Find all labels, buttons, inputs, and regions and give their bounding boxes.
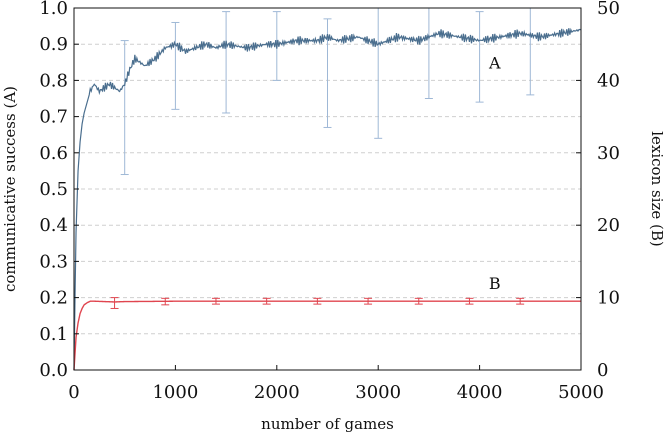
left-y-tick-label: 0.9 (39, 34, 68, 55)
error-bar-a (526, 7, 535, 96)
series-label: A (488, 53, 501, 72)
axis-ticks: 0.0 0.1 0.2 0.3 0.4 0.5 0.6 0.7 0.8 0.9 1.0 0 10 20 30… (39, 0, 620, 403)
error-bar-a (171, 21, 180, 110)
right-y-tick-label: 0 (597, 360, 608, 381)
x-axis-title: number of games (261, 415, 394, 433)
left-y-tick-label: 1.0 (39, 0, 68, 19)
x-tick-label: 2000 (254, 382, 300, 403)
x-tick-label: 3000 (355, 382, 401, 403)
right-y-tick-label: 50 (597, 0, 620, 19)
error-bar-b (110, 297, 119, 309)
left-y-tick-label: 0.4 (39, 215, 68, 236)
x-tick-label: 5000 (558, 382, 604, 403)
left-y-tick-label: 0.2 (39, 288, 68, 309)
series-label: B (489, 274, 501, 293)
error-bar-a (475, 11, 484, 103)
right-y-tick-label: 20 (597, 215, 620, 236)
error-bars-b (110, 297, 525, 309)
left-y-tick-label: 0.5 (39, 179, 68, 200)
x-tick-label: 0 (68, 382, 79, 403)
right-y-tick-label: 10 (597, 288, 620, 309)
series-annotations: AB (488, 53, 501, 293)
x-tick-label: 1000 (152, 382, 198, 403)
left-y-tick-label: 0.1 (39, 324, 68, 345)
right-y-axis-title: lexicon size (B) (648, 131, 664, 247)
error-bar-a (120, 40, 129, 176)
right-y-tick-label: 30 (597, 143, 620, 164)
series-line-a (73, 27, 582, 371)
error-bars-a (120, 7, 535, 176)
error-bar-a (424, 7, 433, 99)
left-y-tick-label: 0.0 (39, 360, 68, 381)
error-bar-a (374, 7, 383, 139)
left-y-tick-label: 0.7 (39, 107, 68, 128)
left-y-tick-label: 0.6 (39, 143, 68, 164)
left-y-tick-label: 0.3 (39, 251, 68, 272)
left-y-axis-title: communicative success (A) (1, 86, 19, 292)
x-tick-label: 4000 (457, 382, 503, 403)
series-line-b (73, 300, 581, 371)
error-bar-a (222, 11, 231, 114)
right-y-tick-label: 40 (597, 70, 620, 91)
left-y-tick-label: 0.8 (39, 70, 68, 91)
